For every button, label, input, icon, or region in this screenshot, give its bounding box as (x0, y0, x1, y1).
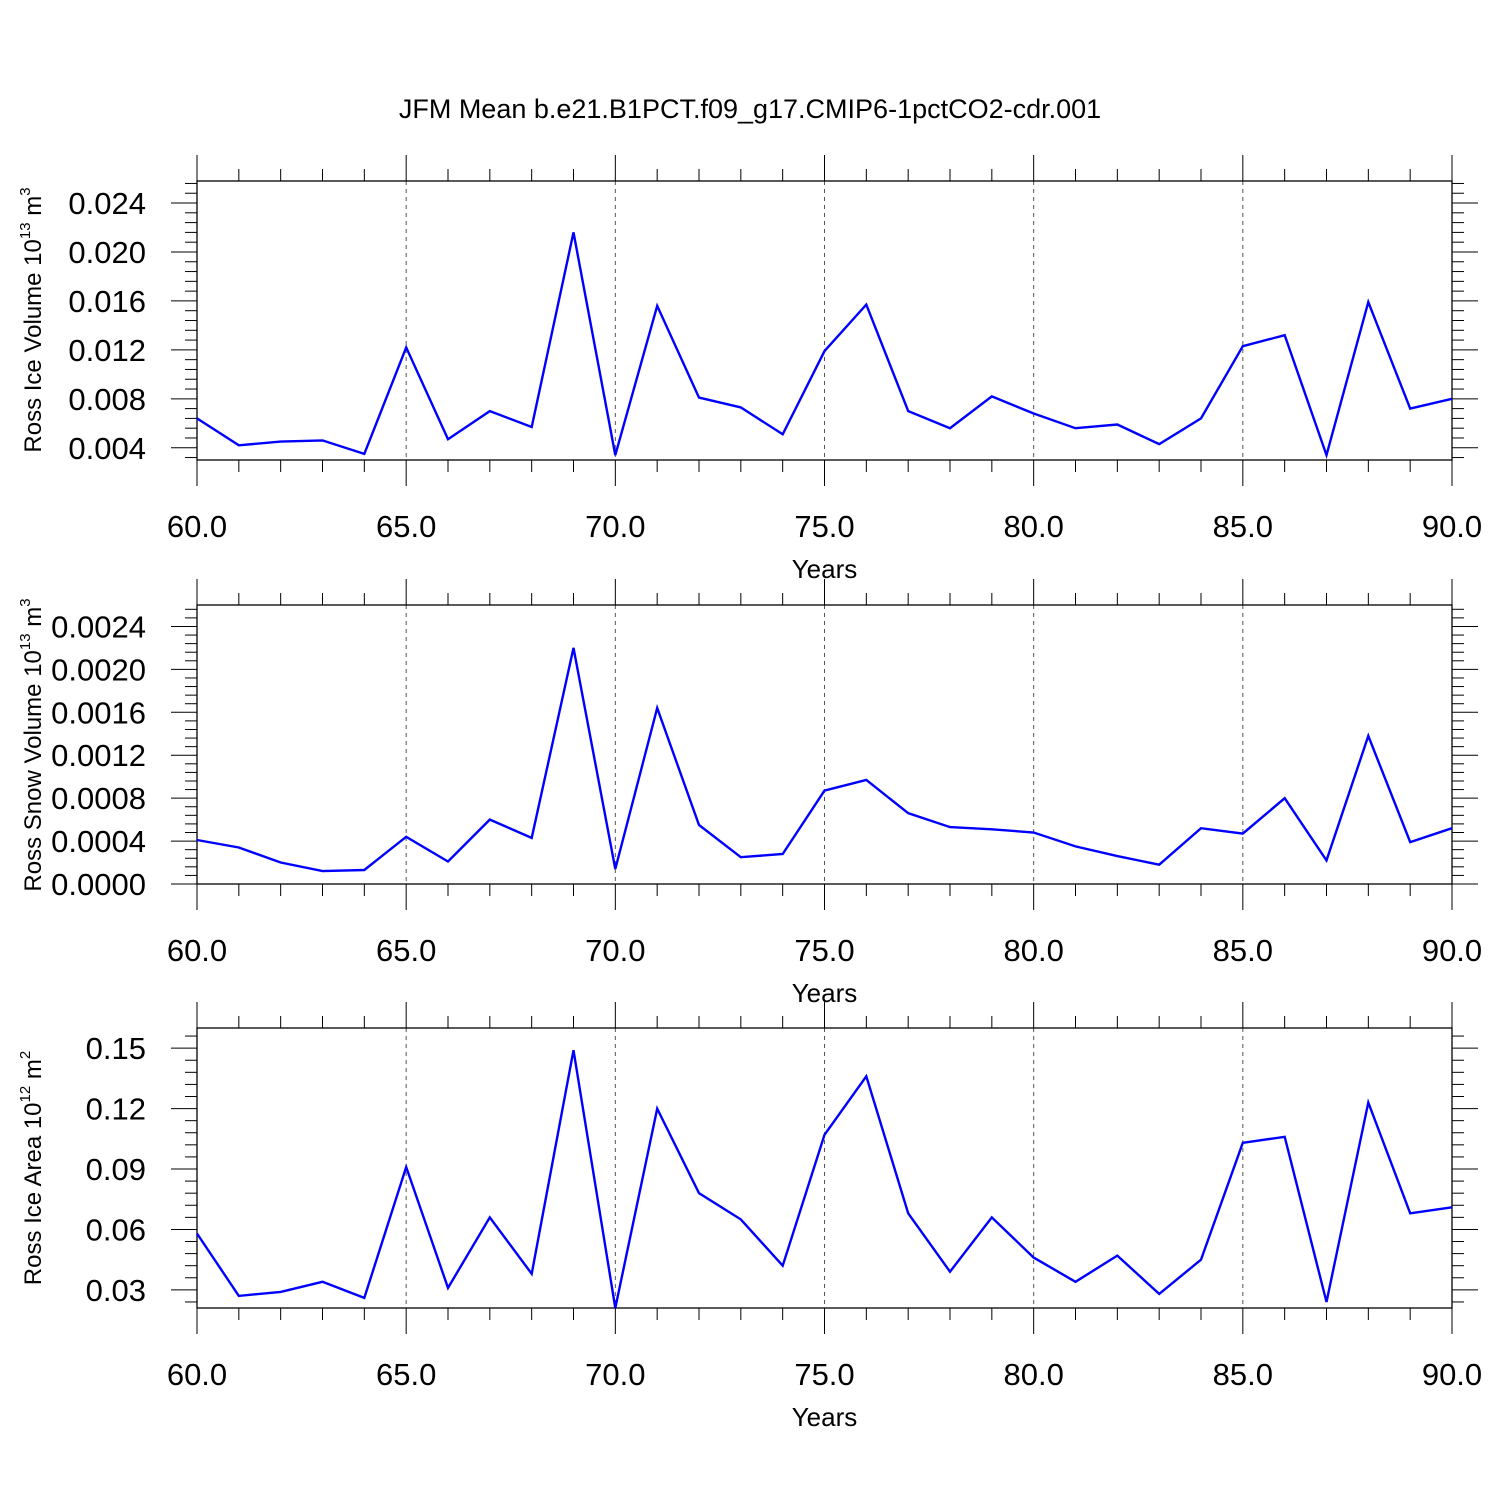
y-tick-label: 0.0024 (51, 609, 146, 644)
chart-panel-1: 60.0 65.0 70.0 75.0 80.0 85.0 90.0 0.004 0.008 0.… (17, 155, 1482, 584)
x-tick-label: 75.0 (794, 1357, 854, 1392)
x-tick-label: 85.0 (1213, 1357, 1273, 1392)
x-tick-label: 90.0 (1422, 509, 1482, 544)
y-tick-label: 0.09 (86, 1152, 146, 1187)
x-tick-label: 80.0 (1003, 509, 1063, 544)
data-series-line (196, 1049, 1453, 1309)
y-axis-label: Ross Snow Volume 1013 m3 (17, 598, 47, 891)
chart-panel-3: 60.0 65.0 70.0 75.0 80.0 85.0 90.0 0.03 0.06 0.09… (17, 1002, 1482, 1432)
y-tick-label: 0.0000 (51, 867, 146, 902)
x-tick-label: 75.0 (794, 509, 854, 544)
y-tick-label: 0.0008 (51, 781, 146, 816)
x-tick-label: 60.0 (167, 1357, 227, 1392)
x-tick-label: 80.0 (1003, 933, 1063, 968)
y-tick-label: 0.0016 (51, 695, 146, 730)
y-tick-label: 0.008 (68, 382, 146, 417)
data-series-line (196, 647, 1453, 873)
x-tick-label: 70.0 (585, 933, 645, 968)
x-tick-label: 90.0 (1422, 933, 1482, 968)
y-tick-label: 0.15 (86, 1031, 146, 1066)
y-tick-label: 0.004 (68, 431, 146, 466)
y-tick-label: 0.024 (68, 186, 146, 221)
x-tick-label: 60.0 (167, 933, 227, 968)
x-tick-label: 65.0 (376, 1357, 436, 1392)
x-tick-label: 70.0 (585, 1357, 645, 1392)
y-tick-label: 0.12 (86, 1092, 146, 1127)
y-tick-label: 0.012 (68, 333, 146, 368)
y-tick-label: 0.020 (68, 235, 146, 270)
x-tick-label: 65.0 (376, 933, 436, 968)
y-tick-label: 0.0004 (51, 824, 146, 859)
x-tick-label: 70.0 (585, 509, 645, 544)
y-axis-label: Ross Ice Area 1012 m2 (17, 1051, 47, 1285)
x-tick-label: 85.0 (1213, 933, 1273, 968)
x-tick-label: 85.0 (1213, 509, 1273, 544)
x-tick-label: 90.0 (1422, 1357, 1482, 1392)
y-axis-label: Ross Ice Volume 1013 m3 (17, 187, 47, 452)
y-tick-label: 0.06 (86, 1212, 146, 1247)
y-tick-label: 0.03 (86, 1273, 146, 1308)
figure-title: JFM Mean b.e21.B1PCT.f09_g17.CMIP6-1pctC… (399, 94, 1101, 124)
chart-panel-2: 60.0 65.0 70.0 75.0 80.0 85.0 90.0 0.0000 0.0004… (17, 579, 1482, 1008)
x-tick-label: 80.0 (1003, 1357, 1063, 1392)
x-tick-label: 75.0 (794, 933, 854, 968)
y-tick-label: 0.0020 (51, 652, 146, 687)
y-tick-label: 0.0012 (51, 738, 146, 773)
y-tick-label: 0.016 (68, 284, 146, 319)
x-tick-label: 60.0 (167, 509, 227, 544)
x-tick-label: 65.0 (376, 509, 436, 544)
x-axis-label: Years (792, 1402, 858, 1432)
